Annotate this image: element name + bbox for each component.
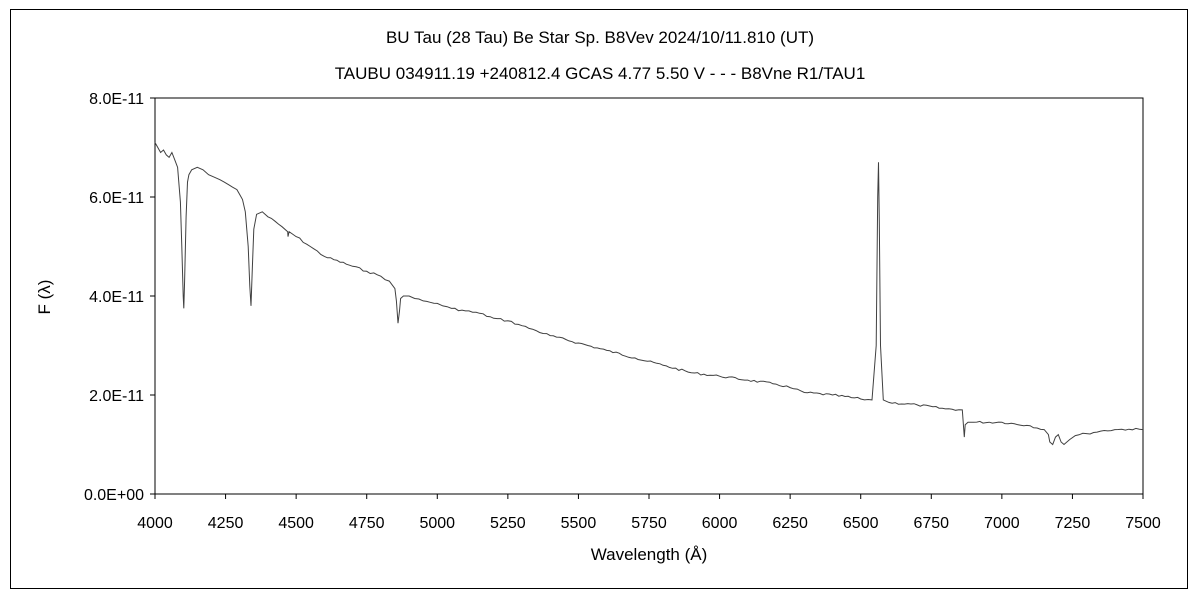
x-tick-label: 5750 [631,515,667,532]
x-tick-label: 4000 [137,515,173,532]
x-tick-label: 7250 [1055,515,1091,532]
y-tick-label: 8.0E-11 [89,91,144,108]
x-tick-label: 4500 [278,515,314,532]
spectrum-line [154,142,1144,446]
x-tick-label: 6500 [843,515,879,532]
x-tick-label: 7000 [984,515,1020,532]
chart-subtitle: TAUBU 034911.19 +240812.4 GCAS 4.77 5.50… [334,64,866,83]
y-tick-label: 2.0E-11 [89,388,144,405]
x-tick-label: 7500 [1125,515,1161,532]
y-axis-title: F (λ) [35,280,54,315]
y-axis: 0.0E+00 2.0E-11 4.0E-11 6.0E-11 8.0E-11 [84,91,155,504]
x-axis-title: Wavelength (Å) [591,545,708,564]
x-tick-label: 5500 [561,515,597,532]
chart-title: BU Tau (28 Tau) Be Star Sp. B8Vev 2024/1… [385,28,815,47]
y-tick-label: 4.0E-11 [89,289,144,306]
x-tick-label: 6000 [702,515,738,532]
x-tick-label: 6250 [772,515,808,532]
y-tick-label: 6.0E-11 [89,190,144,207]
x-tick-label: 5250 [490,515,526,532]
x-tick-label: 4750 [349,515,385,532]
x-tick-label: 5000 [419,515,455,532]
y-tick-label: 0.0E+00 [84,487,144,504]
x-axis: 4000 4250 4500 4750 5000 5250 5500 5750 6000 6250… [137,494,1161,532]
x-tick-label: 4250 [208,515,244,532]
chart-frame [10,9,1188,589]
plot-border [154,97,1144,495]
plot-area [154,97,1144,495]
x-tick-label: 6750 [913,515,949,532]
